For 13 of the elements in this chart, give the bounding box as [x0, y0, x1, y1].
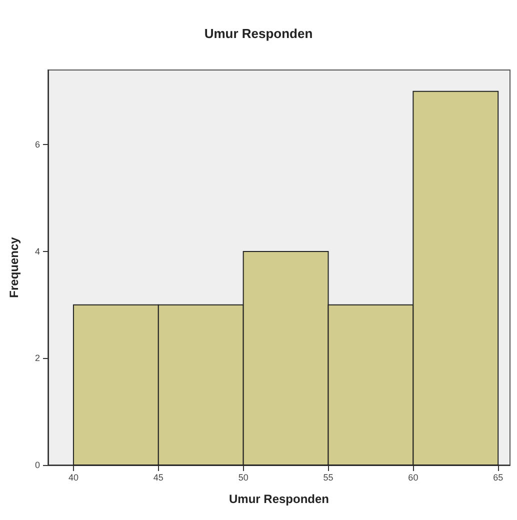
x-tick-label: 65 — [493, 472, 504, 482]
x-axis-title: Umur Responden — [228, 492, 330, 506]
y-axis-title: Frequency — [7, 236, 21, 298]
y-tick-label: 2 — [34, 353, 40, 364]
y-tick-label: 4 — [34, 246, 40, 256]
chart-title: Umur Responden — [204, 26, 313, 41]
x-tick-label: 60 — [408, 472, 418, 482]
x-tick-label: 50 — [238, 472, 248, 482]
x-tick-label: 40 — [68, 472, 78, 482]
x-tick-label: 45 — [153, 472, 164, 482]
y-tick-label: 0 — [34, 460, 40, 470]
x-tick-label: 55 — [323, 472, 334, 482]
y-tick-label: 6 — [34, 140, 40, 150]
